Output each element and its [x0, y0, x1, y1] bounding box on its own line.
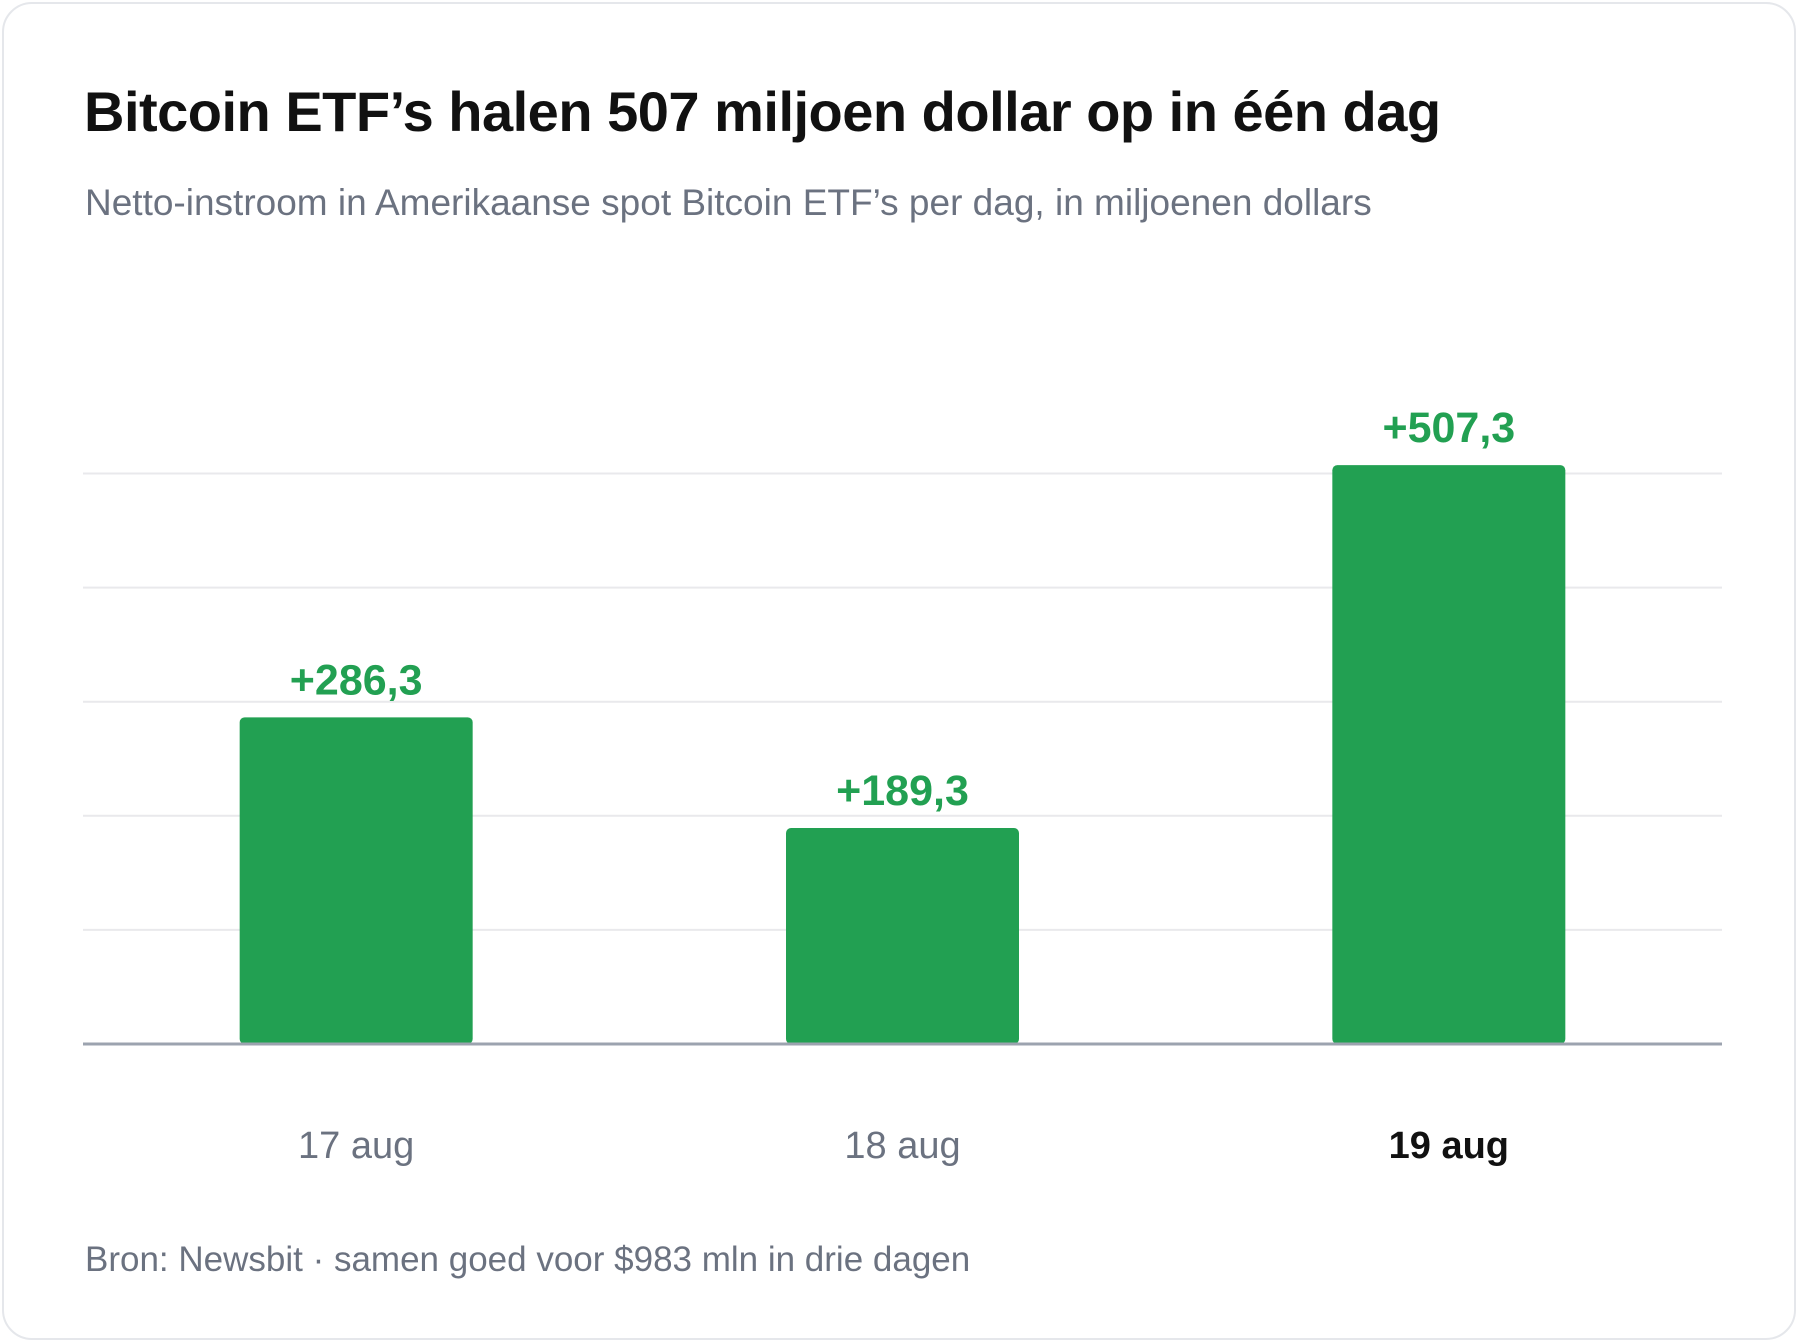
source-note: Bron: Newsbit · samen goed voor $983 mln… — [85, 1240, 971, 1279]
value-label: +507,3 — [1382, 404, 1515, 452]
bar — [786, 828, 1019, 1044]
chart-title: Bitcoin ETF’s halen 507 miljoen dollar o… — [84, 80, 1441, 143]
value-label: +286,3 — [290, 656, 423, 704]
category-label: 18 aug — [844, 1125, 960, 1167]
category-label: 19 aug — [1389, 1125, 1509, 1167]
category-labels: 17 aug 18 aug 19 aug — [298, 1125, 1509, 1167]
category-label: 17 aug — [298, 1125, 414, 1167]
value-labels: +286,3 +189,3 +507,3 — [290, 404, 1515, 815]
bar — [1332, 465, 1566, 1045]
bars — [239, 465, 1566, 1045]
value-label: +189,3 — [836, 767, 969, 815]
bar — [239, 717, 473, 1044]
bar-chart: +286,3 +189,3 +507,3 17 aug 18 aug 19 aug — [83, 404, 1722, 1167]
chart-subtitle: Netto-instroom in Amerikaanse spot Bitco… — [85, 182, 1372, 223]
